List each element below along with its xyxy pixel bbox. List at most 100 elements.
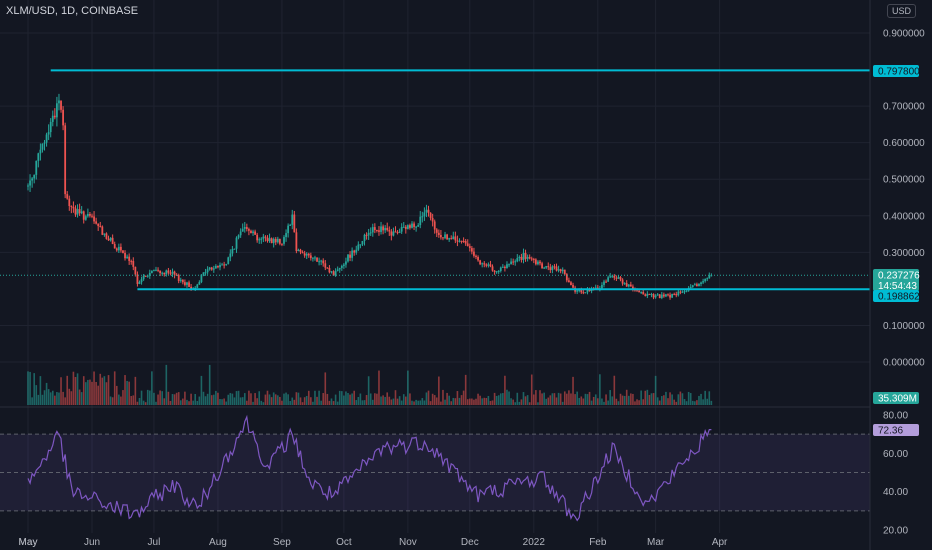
volume-bar <box>485 397 488 405</box>
candle-body <box>270 238 273 244</box>
volume-bar <box>555 397 558 405</box>
volume-bar <box>634 401 636 405</box>
candle-body <box>332 271 335 276</box>
candle-body <box>295 232 298 252</box>
candle-body <box>625 283 628 287</box>
candle-body <box>466 243 469 247</box>
candlestick-series[interactable] <box>27 93 713 300</box>
candle-body <box>268 238 271 242</box>
volume-bar <box>673 399 675 405</box>
candle-body <box>648 293 651 295</box>
volume-bar <box>619 393 622 405</box>
candle-body <box>188 282 190 287</box>
volume-bar <box>161 391 163 405</box>
volume-bar <box>458 397 461 405</box>
volume-bar <box>481 398 483 405</box>
currency-badge[interactable]: USD <box>886 4 916 18</box>
volume-bar <box>685 401 688 405</box>
candle-body <box>662 294 665 297</box>
candle-body <box>683 291 686 293</box>
volume-bar <box>165 364 168 405</box>
candle-body <box>537 261 539 265</box>
candle-body <box>214 265 217 269</box>
candle-body <box>380 226 382 232</box>
volume-bar <box>64 397 66 405</box>
volume-bar <box>689 393 692 405</box>
volume-bar <box>80 392 83 405</box>
volume-bar <box>118 394 120 405</box>
price-axis[interactable]: 0.900000 0.700000 0.600000 0.500000 0.400000… <box>883 29 925 369</box>
candle-body <box>250 230 252 234</box>
volume-bar <box>644 390 647 405</box>
candle-body <box>66 194 69 199</box>
volume-bar <box>41 394 44 405</box>
volume-bar <box>198 396 201 405</box>
candle-body <box>497 271 500 273</box>
volume-bar <box>477 393 479 405</box>
candle-body <box>522 252 525 260</box>
candle-body <box>520 256 523 260</box>
volume-bar <box>522 392 525 405</box>
price-tick-label: 0.100000 <box>883 321 925 332</box>
candle-body <box>51 115 54 122</box>
candle-body <box>493 270 496 272</box>
volume-bar <box>303 397 306 405</box>
candle-body <box>200 274 203 283</box>
symbol-title[interactable]: XLM/USD, 1D, COINBASE <box>6 5 139 17</box>
candle-body <box>435 229 438 233</box>
volume-bar <box>196 400 199 405</box>
volume-bar <box>124 375 126 405</box>
volume-bar <box>549 395 552 405</box>
volume-bar <box>621 395 624 405</box>
candle-body <box>128 256 131 261</box>
candle-body <box>120 246 122 251</box>
volume-bar <box>599 374 601 405</box>
volume-bar <box>85 382 87 405</box>
volume-bar <box>103 376 106 405</box>
rsi-tick-label: 20.00 <box>883 526 908 537</box>
candle-body <box>510 261 512 265</box>
volume-bar <box>590 400 593 405</box>
candle-body <box>512 261 515 263</box>
volume-bar <box>510 398 512 405</box>
volume-bar <box>415 399 417 405</box>
candle-body <box>448 238 451 240</box>
candle-body <box>312 257 314 259</box>
candle-body <box>285 233 287 238</box>
candle-body <box>508 264 510 266</box>
volume-bar <box>460 395 463 405</box>
candle-body <box>82 211 85 220</box>
volume-bar <box>217 392 219 405</box>
volume-bar <box>136 401 139 405</box>
rsi-value-tag-text: 72.36 <box>878 426 903 437</box>
volume-bar <box>279 396 281 405</box>
candle-body <box>421 216 424 218</box>
candle-body <box>227 257 230 264</box>
volume-bar <box>120 396 122 405</box>
volume-bar <box>559 393 562 405</box>
volume-bar <box>312 401 314 405</box>
candle-body <box>433 221 436 230</box>
volume-bar <box>444 399 446 405</box>
volume-bar <box>204 396 207 405</box>
volume-bar <box>462 390 465 405</box>
volume-bar <box>384 396 386 405</box>
volume-bar <box>268 394 271 405</box>
candle-body <box>62 109 64 126</box>
candle-body <box>196 284 199 288</box>
candle-body <box>545 266 548 268</box>
volume-bar <box>592 396 595 405</box>
horizontal-levels[interactable] <box>0 69 870 291</box>
candle-body <box>359 244 362 246</box>
volume-bar <box>369 393 372 405</box>
volume-bar <box>413 401 415 405</box>
candle-body <box>460 240 463 242</box>
volume-bar <box>334 394 337 405</box>
volume-bar <box>266 390 269 405</box>
candle-body <box>229 253 232 258</box>
volume-bar <box>291 397 294 405</box>
volume-bar <box>115 385 118 405</box>
